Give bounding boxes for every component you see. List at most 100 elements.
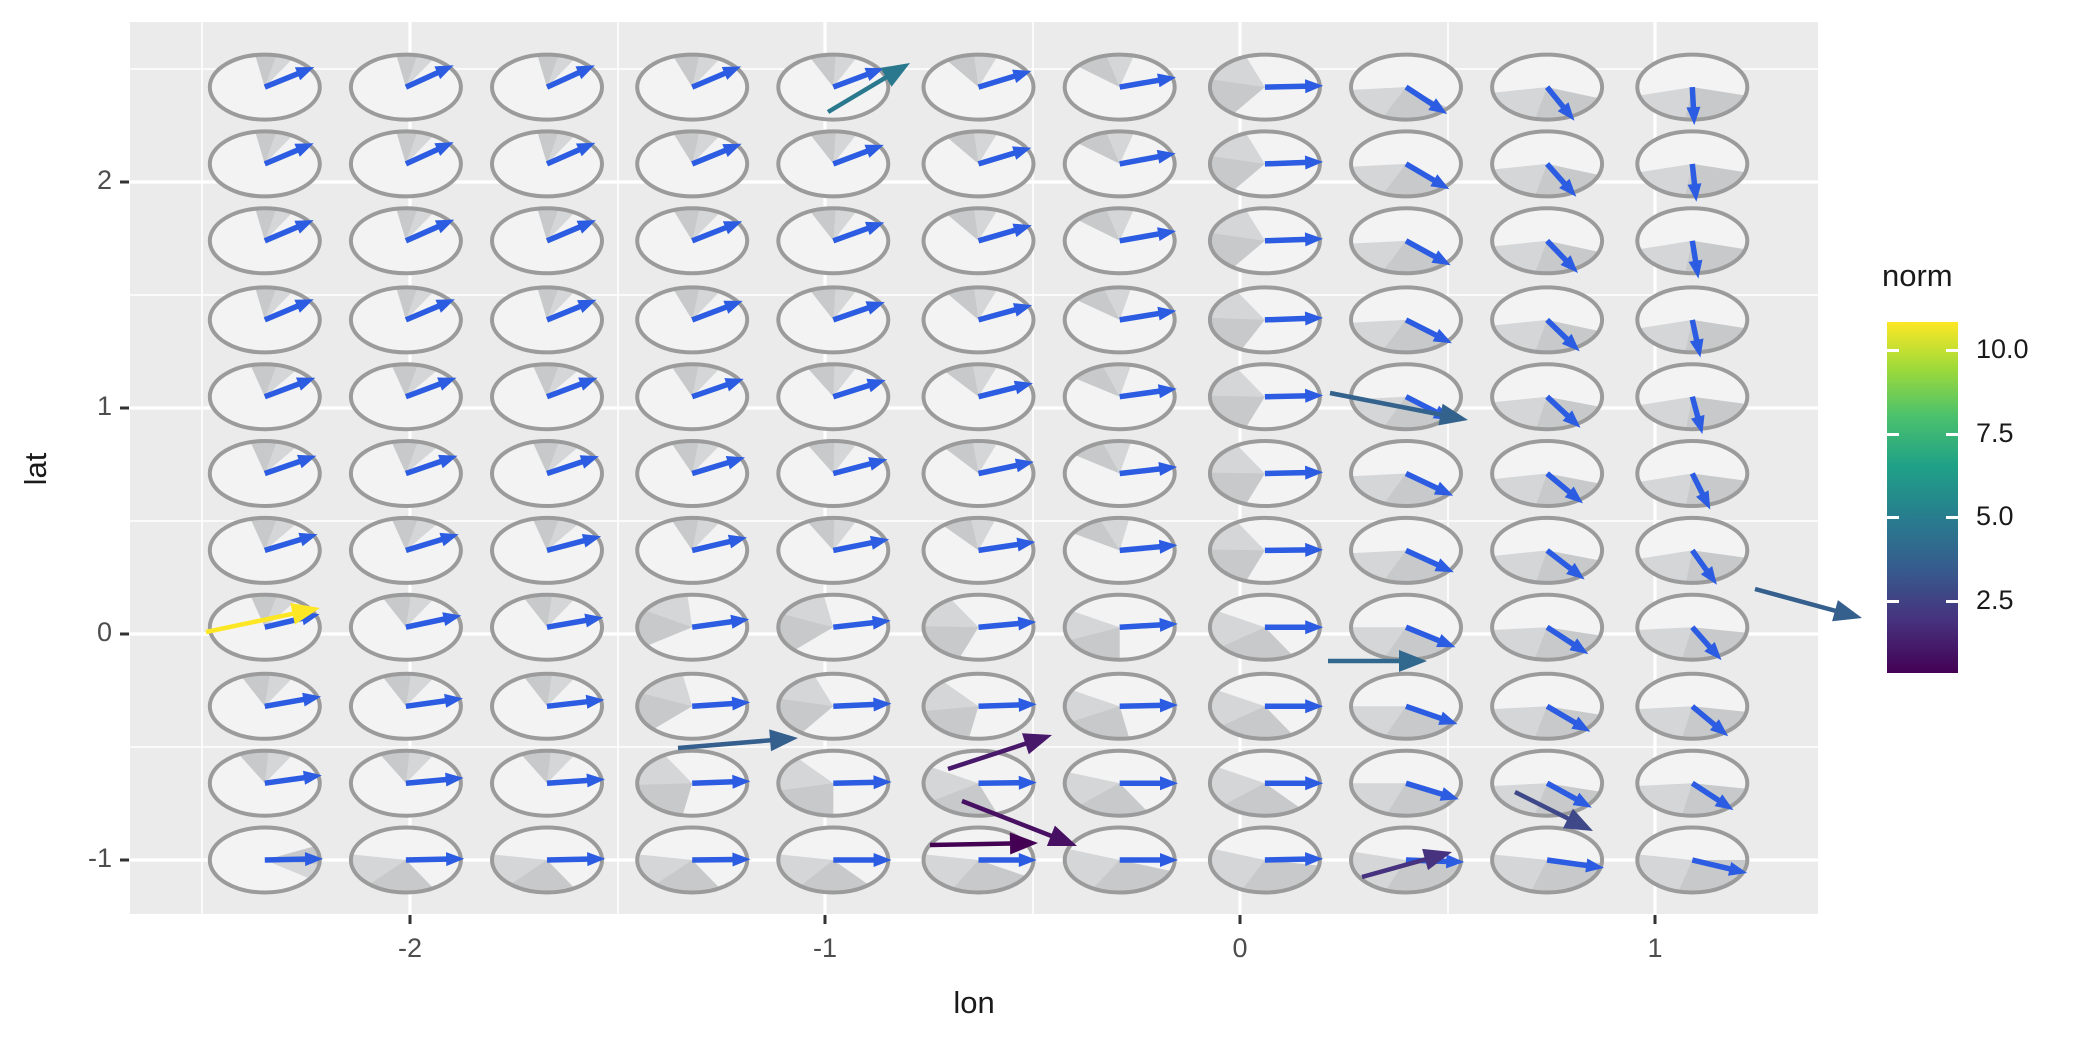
glyph-ellipse-outline (207, 671, 322, 741)
glyph-arrow-head (1704, 642, 1722, 661)
glyph-wedge-inner (1209, 317, 1265, 350)
glyph-ellipse-outline (1349, 206, 1463, 276)
glyph-arrow-shaft (546, 616, 592, 630)
glyph-arrow-head (864, 144, 884, 158)
glyph-arrow-head (437, 377, 457, 391)
glyph-ellipse-outline (1490, 748, 1605, 818)
x-tick-label: 0 (1232, 933, 1248, 963)
glyph-wedge-inner (778, 698, 834, 733)
glyph-wedge-inner (532, 517, 559, 551)
glyph-arrow-shaft (545, 222, 587, 244)
glyph-arrow-shaft (691, 222, 733, 244)
glyph-ellipse-outline (1349, 439, 1463, 508)
glyph-r4-c7 (1062, 285, 1177, 355)
glyph-r8-c2 (348, 592, 463, 662)
glyph-arrow-shaft (1404, 471, 1444, 494)
legend-title: norm (1882, 258, 1953, 293)
norm-arrow-head (769, 729, 798, 752)
glyph-wedge-inner (1384, 473, 1450, 506)
glyph-r4-c6 (921, 285, 1036, 355)
glyph-arrow-head (1305, 465, 1324, 480)
glyph-wedge-inner (673, 54, 700, 88)
glyph-wedge-inner (944, 364, 979, 397)
glyph-wedge (810, 287, 857, 320)
glyph-arrow-shaft (833, 779, 879, 786)
glyph-arrow-shaft (691, 68, 732, 90)
glyph-r6-c2 (348, 439, 463, 508)
glyph-arrow-shaft (1691, 857, 1736, 873)
glyph-wedge (532, 441, 579, 474)
glyph-r2-c1 (207, 129, 322, 199)
glyph-arrow-head (732, 852, 751, 867)
glyph-r6-c10 (1490, 439, 1605, 508)
glyph-ellipse-outline (776, 592, 891, 662)
glyph-arrow-head (587, 852, 606, 867)
glyph-wedge (1351, 87, 1449, 120)
glyph-wedge-inner (810, 208, 836, 241)
glyph-arrow-head (1689, 338, 1704, 358)
glyph-arrow-shaft (264, 856, 311, 863)
glyph-arrow-head (1156, 149, 1176, 164)
glyph-r5-c8 (1207, 362, 1324, 432)
glyph-ellipse-outline (1062, 52, 1177, 122)
glyph-ellipse-outline (207, 285, 322, 355)
glyph-arrow-shaft (545, 67, 586, 90)
glyph-arrow-head (1018, 697, 1037, 712)
glyph-r9-c3 (490, 671, 605, 741)
glyph-wedge (778, 595, 834, 651)
legend-tick-label: 5.0 (1976, 501, 2014, 531)
glyph-arrow-head (1431, 250, 1451, 266)
glyph-arrow-shaft (405, 776, 452, 786)
norm-arrow-shaft (947, 737, 1039, 772)
glyph-wedge (1351, 550, 1450, 583)
glyph-r4-c10 (1490, 285, 1605, 355)
norm-arrow-head (880, 63, 910, 87)
glyph-ellipse-outline (490, 129, 604, 199)
glyph-arrow-head (445, 772, 464, 787)
glyph-wedge-inner (655, 860, 720, 893)
glyph-arrow-head (732, 774, 751, 789)
glyph-arrow-shaft (405, 615, 450, 630)
glyph-arrow-shaft (545, 301, 587, 323)
glyph-arrow-head (297, 454, 317, 469)
glyph-arrow-shaft (405, 697, 451, 710)
glyph-ellipse-outline (1635, 515, 1750, 585)
glyph-ellipse-outline (348, 439, 463, 508)
glyph-ellipse-outline (1635, 592, 1750, 662)
glyph-arrow-head (575, 65, 595, 80)
glyph-ellipse-outline (1062, 592, 1177, 662)
glyph-ellipse-outline (490, 206, 604, 276)
glyph-wedge-inner (1209, 156, 1265, 191)
glyph-wedge (255, 54, 293, 88)
glyph-ellipse-outline (490, 362, 604, 432)
glyph-arrow-shaft (404, 301, 446, 323)
norm-arrow-1 (826, 63, 910, 114)
glyph-r10-c5 (776, 748, 892, 818)
glyph-r7-c8 (1207, 515, 1324, 585)
glyph-arrow-head (1157, 73, 1176, 88)
glyph-arrow-head (1428, 98, 1448, 114)
x-tick-label: -1 (812, 933, 837, 963)
glyph-arrow-head (870, 535, 890, 550)
glyph-wedge (1074, 364, 1132, 397)
glyph-arrow-head (1012, 69, 1032, 83)
glyph-arrow-head (586, 773, 605, 788)
glyph-wedge (807, 517, 857, 551)
glyph-wedge-inner (1077, 132, 1120, 164)
glyph-wedge-inner (807, 517, 835, 551)
glyph-arrow-head (1158, 462, 1178, 476)
norm-arrow-head (1009, 832, 1038, 855)
glyph-r5-c7 (1062, 362, 1177, 432)
glyph-wedge (1077, 54, 1134, 88)
glyph-ellipse-fill (1637, 208, 1748, 274)
glyph-r9-c9 (1349, 671, 1463, 741)
glyph-ellipse-outline (635, 362, 750, 432)
glyph-arrow-head (1018, 853, 1037, 867)
glyph-arrow-head (724, 378, 744, 392)
glyph-wedge-inner (673, 131, 700, 164)
glyph-wedge-inner (673, 208, 700, 241)
glyph-r11-c8 (1207, 825, 1324, 895)
glyph-arrow-head (865, 221, 885, 236)
glyph-ellipse-outline (207, 52, 322, 122)
glyph-r5-c10 (1490, 362, 1605, 432)
